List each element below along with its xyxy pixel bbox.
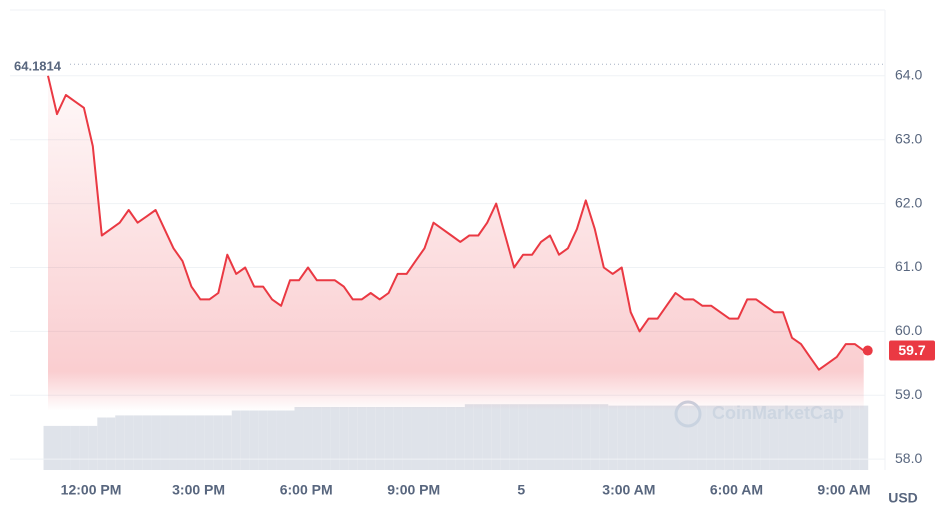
y-tick-label: 59.0	[895, 386, 922, 402]
y-tick-label: 61.0	[895, 258, 922, 274]
volume-bar	[859, 405, 869, 470]
y-tick-label: 64.0	[895, 67, 922, 83]
x-tick-label: 9:00 PM	[387, 482, 440, 498]
area	[48, 75, 864, 471]
x-tick-label: 6:00 PM	[280, 482, 333, 498]
x-tick-label: 9:00 AM	[817, 482, 870, 498]
x-tick-label: 12:00 PM	[61, 482, 122, 498]
y-tick-label: 63.0	[895, 130, 922, 146]
last-point	[862, 345, 873, 356]
currency-label: USD	[888, 490, 918, 506]
x-tick-label: 3:00 AM	[602, 482, 655, 498]
y-tick-label: 58.0	[895, 450, 922, 466]
reference-label: 64.1814	[14, 59, 62, 74]
x-tick-label: 5	[517, 482, 525, 498]
y-tick-label: 62.0	[895, 194, 922, 210]
x-tick-label: 6:00 AM	[710, 482, 763, 498]
y-tick-label: 60.0	[895, 322, 922, 338]
price-tag	[889, 340, 935, 361]
x-tick-label: 3:00 PM	[172, 482, 225, 498]
price-tag-label: 59.7	[898, 342, 925, 358]
price-line	[47, 75, 865, 371]
